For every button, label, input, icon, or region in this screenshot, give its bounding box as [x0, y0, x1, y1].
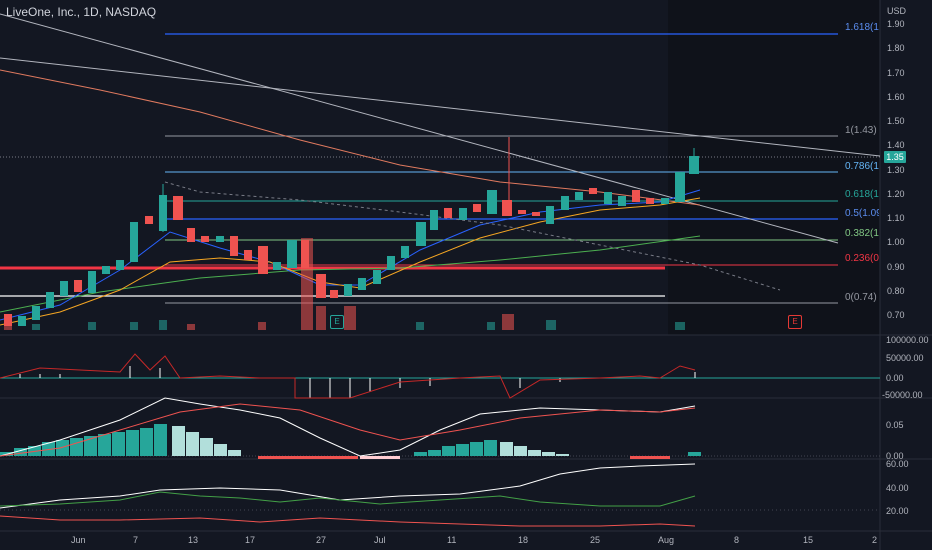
time-axis[interactable]: Jun 7 13 17 27 Jul 11 18 25 Aug 8 15 2	[0, 533, 880, 550]
osc3-label: 20.00	[886, 506, 909, 516]
price-axis[interactable]: USD 1.90 1.80 1.70 1.60 1.50 1.40 1.30 1…	[880, 0, 932, 335]
osc3-label: 60.00	[886, 459, 909, 469]
osc1-histogram	[19, 366, 696, 398]
osc2-histogram	[0, 424, 701, 459]
time-label: 27	[316, 535, 327, 545]
price-label: 1.00	[887, 237, 905, 247]
time-label: Jul	[374, 535, 386, 545]
time-label: 18	[518, 535, 529, 545]
earnings-marker[interactable]: E	[788, 315, 802, 329]
osc1-label: 0.00	[886, 373, 904, 383]
time-label: 11	[447, 535, 457, 545]
price-label: 1.40	[887, 140, 905, 150]
fib-label: 0.786(1.2	[845, 161, 879, 172]
osc3-label: 40.00	[886, 483, 909, 493]
price-label: 0.90	[887, 262, 905, 272]
fib-label: 0(0.74)	[845, 292, 877, 303]
time-label: 15	[803, 535, 814, 545]
time-label: 17	[245, 535, 256, 545]
price-label: 1.60	[887, 92, 905, 102]
price-label: 0.70	[887, 310, 905, 320]
price-label: 1.50	[887, 116, 905, 126]
price-label: 0.80	[887, 286, 905, 296]
osc1-label: -50000.00	[882, 390, 923, 400]
price-label: 1.20	[887, 189, 905, 199]
time-label: 2	[872, 535, 878, 545]
chart-title: LiveOne, Inc., 1D, NASDAQ	[6, 5, 157, 19]
fib-label: 1(1.43)	[845, 125, 877, 136]
last-price-tag: 1.35	[884, 151, 906, 163]
price-label: 1.80	[887, 43, 905, 53]
time-label: Jun	[71, 535, 86, 545]
candles	[4, 137, 699, 326]
price-label: 1.10	[887, 213, 905, 223]
time-label: 7	[133, 535, 139, 545]
currency-label: USD	[887, 6, 907, 16]
time-label: 25	[590, 535, 601, 545]
fib-levels	[165, 33, 838, 304]
osc1-axis: 100000.00 50000.00 0.00 -50000.00	[880, 335, 932, 400]
osc1-label: 100000.00	[886, 335, 929, 345]
price-label: 1.90	[887, 19, 905, 29]
osc2-label: 0.05	[886, 420, 904, 430]
time-label: Aug	[658, 535, 675, 545]
fib-label: 1.618(1.8	[845, 22, 879, 33]
fib-label: 0.236(0.9	[845, 253, 879, 264]
fib-label: 0.382(1.0	[845, 228, 879, 239]
price-label: 1.30	[887, 165, 905, 175]
time-label: 8	[734, 535, 740, 545]
fib-label: 0.5(1.09)	[845, 208, 879, 219]
osc3-axis: 60.00 40.00 20.00	[880, 459, 932, 531]
time-label: 13	[188, 535, 199, 545]
earnings-marker[interactable]: E	[330, 315, 344, 329]
volume-bars	[4, 238, 685, 330]
osc2-label: 0.00	[886, 451, 904, 461]
osc1-label: 50000.00	[886, 353, 924, 363]
fib-label: 0.618(1.1	[845, 189, 879, 200]
osc2-axis: 0.05 0.00	[880, 398, 932, 461]
price-label: 1.70	[887, 68, 905, 78]
